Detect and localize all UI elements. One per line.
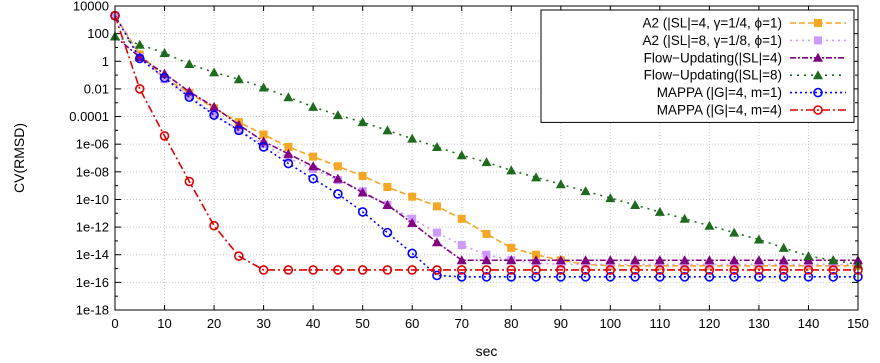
legend-label: A2 (|SL|=8, γ=1/8, ϕ=1) bbox=[642, 33, 782, 48]
x-tick-label: 90 bbox=[554, 316, 568, 331]
y-tick-label: 1e-18 bbox=[76, 303, 109, 318]
data-point bbox=[334, 190, 342, 198]
data-point bbox=[754, 255, 764, 264]
data-point bbox=[209, 67, 219, 76]
legend-marker bbox=[814, 36, 822, 44]
data-point bbox=[433, 202, 441, 210]
x-tick-label: 50 bbox=[355, 316, 369, 331]
y-tick-label: 1e-06 bbox=[76, 137, 109, 152]
data-point bbox=[383, 183, 391, 191]
data-point bbox=[630, 200, 640, 209]
data-point bbox=[308, 102, 318, 111]
data-point bbox=[184, 59, 194, 68]
x-tick-label: 40 bbox=[306, 316, 320, 331]
x-tick-label: 0 bbox=[111, 316, 118, 331]
y-tick-label: 1e-08 bbox=[76, 164, 109, 179]
data-point bbox=[382, 125, 392, 134]
x-tick-label: 110 bbox=[649, 316, 670, 331]
x-tick-label: 140 bbox=[798, 316, 820, 331]
data-point bbox=[309, 153, 317, 161]
y-tick-label: 0.0001 bbox=[69, 109, 109, 124]
data-point bbox=[334, 162, 342, 170]
legend: A2 (|SL|=4, γ=1/4, ϕ=1) A2 (|SL|=8, γ=1/8… bbox=[541, 10, 854, 122]
data-point bbox=[457, 150, 467, 159]
y-tick-label: 1e-14 bbox=[76, 247, 109, 262]
data-point bbox=[729, 228, 739, 237]
x-tick-label: 130 bbox=[748, 316, 770, 331]
x-tick-label: 80 bbox=[504, 316, 518, 331]
data-point bbox=[605, 193, 615, 202]
data-point bbox=[655, 207, 665, 216]
data-point bbox=[408, 193, 416, 201]
data-point bbox=[407, 134, 417, 143]
legend-label: Flow−Updating(|SL|=4) bbox=[644, 50, 782, 65]
y-tick-label: 1e-10 bbox=[76, 192, 109, 207]
y-tick-label: 1e-16 bbox=[76, 275, 109, 290]
y-tick-label: 1 bbox=[102, 54, 109, 69]
x-tick-label: 60 bbox=[405, 316, 419, 331]
legend-label: Flow−Updating(|SL|=8) bbox=[644, 68, 782, 83]
data-point bbox=[359, 172, 367, 180]
data-point bbox=[531, 172, 541, 181]
legend-marker bbox=[814, 19, 822, 27]
x-tick-label: 150 bbox=[847, 316, 869, 331]
data-point bbox=[432, 237, 442, 246]
x-tick-label: 10 bbox=[157, 316, 171, 331]
x-tick-label: 120 bbox=[699, 316, 721, 331]
x-tick-label: 70 bbox=[454, 316, 468, 331]
legend-label: MAPPA (|G|=4, m=4) bbox=[657, 103, 782, 118]
data-point bbox=[482, 157, 492, 166]
data-point bbox=[556, 179, 566, 188]
data-point bbox=[803, 251, 813, 260]
data-point bbox=[581, 186, 591, 195]
data-point bbox=[358, 117, 368, 126]
data-point bbox=[458, 215, 466, 223]
y-tick-label: 10000 bbox=[73, 0, 109, 14]
data-point bbox=[704, 221, 714, 230]
data-point bbox=[383, 229, 391, 237]
data-point bbox=[458, 241, 466, 249]
data-point bbox=[507, 244, 515, 252]
legend-label: MAPPA (|G|=4, m=1) bbox=[657, 85, 782, 100]
x-tick-label: 100 bbox=[599, 316, 621, 331]
y-tick-label: 100 bbox=[87, 26, 109, 41]
data-point bbox=[433, 229, 441, 237]
data-point bbox=[333, 110, 343, 119]
legend-label: A2 (|SL|=4, γ=1/4, ϕ=1) bbox=[642, 16, 782, 31]
data-point bbox=[283, 92, 293, 101]
y-tick-label: 1e-12 bbox=[76, 220, 109, 235]
data-point bbox=[160, 48, 170, 57]
data-point bbox=[408, 249, 416, 257]
data-point bbox=[779, 243, 789, 252]
y-tick-label: 0.01 bbox=[84, 81, 109, 96]
data-point bbox=[259, 83, 269, 92]
data-point bbox=[506, 165, 516, 174]
y-axis-label: CV(RMSD) bbox=[11, 123, 27, 193]
x-tick-label: 20 bbox=[207, 316, 221, 331]
x-tick-label: 30 bbox=[256, 316, 270, 331]
x-axis-label: sec bbox=[476, 343, 498, 359]
data-point bbox=[483, 230, 491, 238]
